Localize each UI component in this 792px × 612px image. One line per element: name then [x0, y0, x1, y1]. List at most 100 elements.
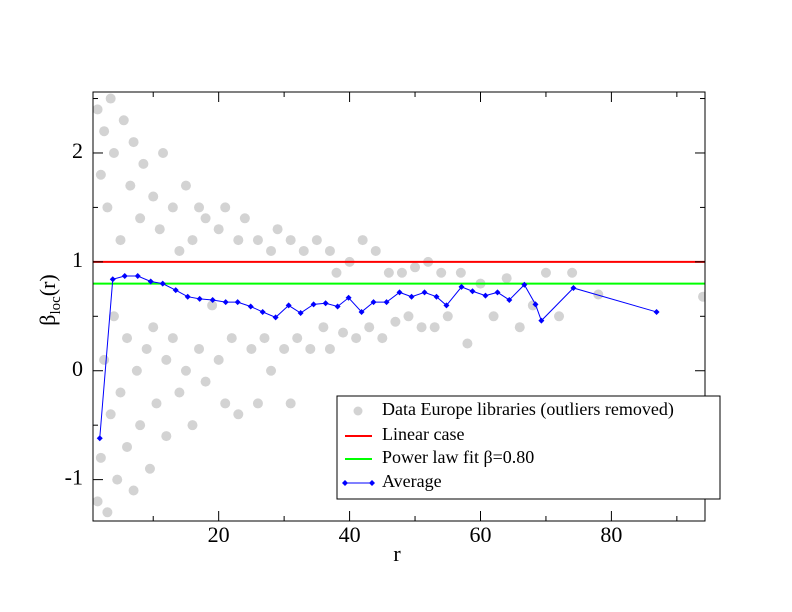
average-marker — [469, 288, 476, 295]
scatter-point — [390, 316, 401, 327]
scatter-point — [141, 343, 152, 354]
legend: Data Europe libraries (outliers removed)… — [336, 395, 721, 500]
scatter-point — [540, 267, 551, 278]
scatter-point — [279, 343, 290, 354]
scatter-point — [118, 115, 129, 126]
scatter-point — [252, 235, 263, 246]
average-marker — [358, 308, 365, 315]
scatter-point — [462, 338, 473, 349]
average-marker — [383, 299, 390, 306]
scatter-point — [442, 311, 453, 322]
y-axis-label: βloc(r) — [35, 274, 64, 326]
scatter-point — [429, 322, 440, 333]
scatter-point — [396, 267, 407, 278]
scatter-point — [128, 137, 139, 148]
average-marker — [297, 310, 304, 317]
scatter-point — [383, 267, 394, 278]
y-tick-label: -1 — [65, 465, 83, 490]
scatter-point — [99, 354, 110, 365]
average-marker — [408, 293, 415, 300]
scatter-point — [144, 463, 155, 474]
average-marker — [443, 302, 450, 309]
scatter-point — [108, 311, 119, 322]
plot-frame — [92, 91, 706, 522]
average-marker — [538, 317, 545, 324]
scatter-point — [151, 398, 162, 409]
scatter-point — [187, 420, 198, 431]
scatter-point — [436, 267, 447, 278]
legend-box — [336, 395, 721, 500]
scatter-point — [285, 235, 296, 246]
average-marker — [147, 278, 154, 285]
scatter-point — [488, 311, 499, 322]
scatter-point — [122, 333, 133, 344]
average-marker — [433, 293, 440, 300]
average-marker — [421, 289, 428, 296]
scatter-point — [298, 245, 309, 256]
scatter-point — [207, 300, 218, 311]
average-marker — [134, 273, 141, 280]
scatter-point — [514, 322, 525, 333]
scatter-point — [252, 398, 263, 409]
scatter-point — [174, 387, 185, 398]
average-marker — [159, 280, 166, 287]
average-marker — [247, 303, 254, 310]
scatter-point — [95, 169, 106, 180]
x-tick-label: 80 — [600, 522, 622, 547]
average-marker — [121, 273, 128, 280]
scatter-point — [102, 202, 113, 213]
scatter-point — [285, 398, 296, 409]
y-label-sub: loc — [48, 296, 64, 315]
scatter-point — [410, 262, 421, 273]
scatter-point — [246, 343, 257, 354]
y-tick-label: 0 — [72, 356, 83, 381]
x-axis-label: r — [393, 541, 401, 566]
scatter-point — [131, 365, 142, 376]
y-tick-label: 1 — [72, 247, 83, 272]
scatter-point — [318, 322, 329, 333]
scatter-point — [95, 452, 106, 463]
scatter-point — [161, 431, 172, 442]
average-marker — [653, 308, 660, 315]
scatter-point — [154, 224, 165, 235]
average-marker — [532, 301, 539, 308]
scatter-point — [351, 333, 362, 344]
scatter-point — [233, 235, 244, 246]
scatter-point — [99, 126, 110, 137]
scatter-point — [698, 291, 705, 302]
average-marker — [184, 293, 191, 300]
average-marker — [234, 299, 241, 306]
average-marker — [458, 283, 465, 290]
legend-symbol — [342, 480, 348, 486]
scatter-point — [357, 235, 368, 246]
scatter-point — [158, 147, 169, 158]
scatter-point — [148, 191, 159, 202]
scatter-point — [200, 213, 211, 224]
scatter-point — [266, 365, 277, 376]
scatter-point — [259, 333, 270, 344]
scatter-point — [213, 354, 224, 365]
scatter-point — [370, 245, 381, 256]
average-marker — [172, 287, 179, 294]
average-marker — [310, 301, 317, 308]
legend-label: Power law fit β=0.80 — [382, 447, 534, 467]
scatter-point — [364, 322, 375, 333]
scatter-layer — [93, 93, 705, 518]
legend-label: Average — [382, 471, 442, 491]
x-tick-label: 20 — [208, 522, 230, 547]
legend-symbol — [353, 406, 363, 416]
scatter-point — [105, 93, 116, 104]
scatter-point — [338, 327, 349, 338]
scatter-point — [220, 202, 231, 213]
average-marker — [396, 289, 403, 296]
average-marker — [322, 300, 329, 307]
scatter-point — [122, 441, 133, 452]
legend-label: Linear case — [382, 424, 464, 444]
average-marker — [285, 302, 292, 309]
scatter-point — [115, 387, 126, 398]
average-marker — [334, 303, 341, 310]
scatter-point — [93, 496, 103, 507]
scatter-point — [187, 235, 198, 246]
scatter-point — [554, 311, 565, 322]
